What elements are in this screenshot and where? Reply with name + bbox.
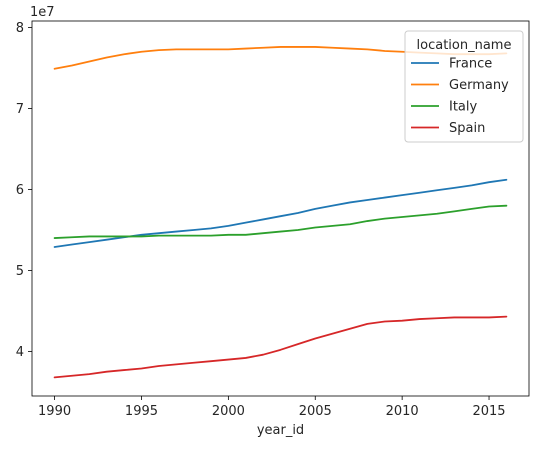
legend-items: France Germany Italy Spain (411, 57, 509, 136)
legend-box (404, 30, 524, 143)
legend: location_name France Germany Italy Spain (404, 30, 524, 143)
x-tick-label: 2000 (212, 404, 245, 419)
y-tick-label: 6 (16, 183, 24, 198)
x-tick-label: 1995 (125, 404, 158, 419)
legend-label-italy: Italy (449, 100, 478, 115)
y-tick-label: 5 (16, 264, 24, 279)
x-tick-label: 1990 (38, 404, 71, 419)
x-tick-label: 2015 (472, 404, 505, 419)
x-tick-label: 2005 (299, 404, 332, 419)
y-axis-offset-label: 1e7 (30, 5, 55, 20)
series-line-italy (53, 204, 508, 239)
series-line-spain (53, 315, 508, 379)
axis-ticks: 1990 1995 2000 2005 2010 2015 4 5 6 7 8 (16, 21, 506, 419)
x-axis-label: year_id (257, 423, 304, 438)
legend-label-spain: Spain (449, 121, 485, 136)
legend-label-germany: Germany (449, 78, 509, 93)
y-tick-label: 8 (16, 21, 24, 36)
legend-title: location_name (417, 38, 512, 53)
plot-frame (31, 20, 530, 397)
y-tick-label: 4 (16, 345, 24, 360)
x-tick-label: 2010 (386, 404, 419, 419)
y-tick-label: 7 (16, 102, 24, 117)
legend-label-france: France (449, 57, 492, 72)
